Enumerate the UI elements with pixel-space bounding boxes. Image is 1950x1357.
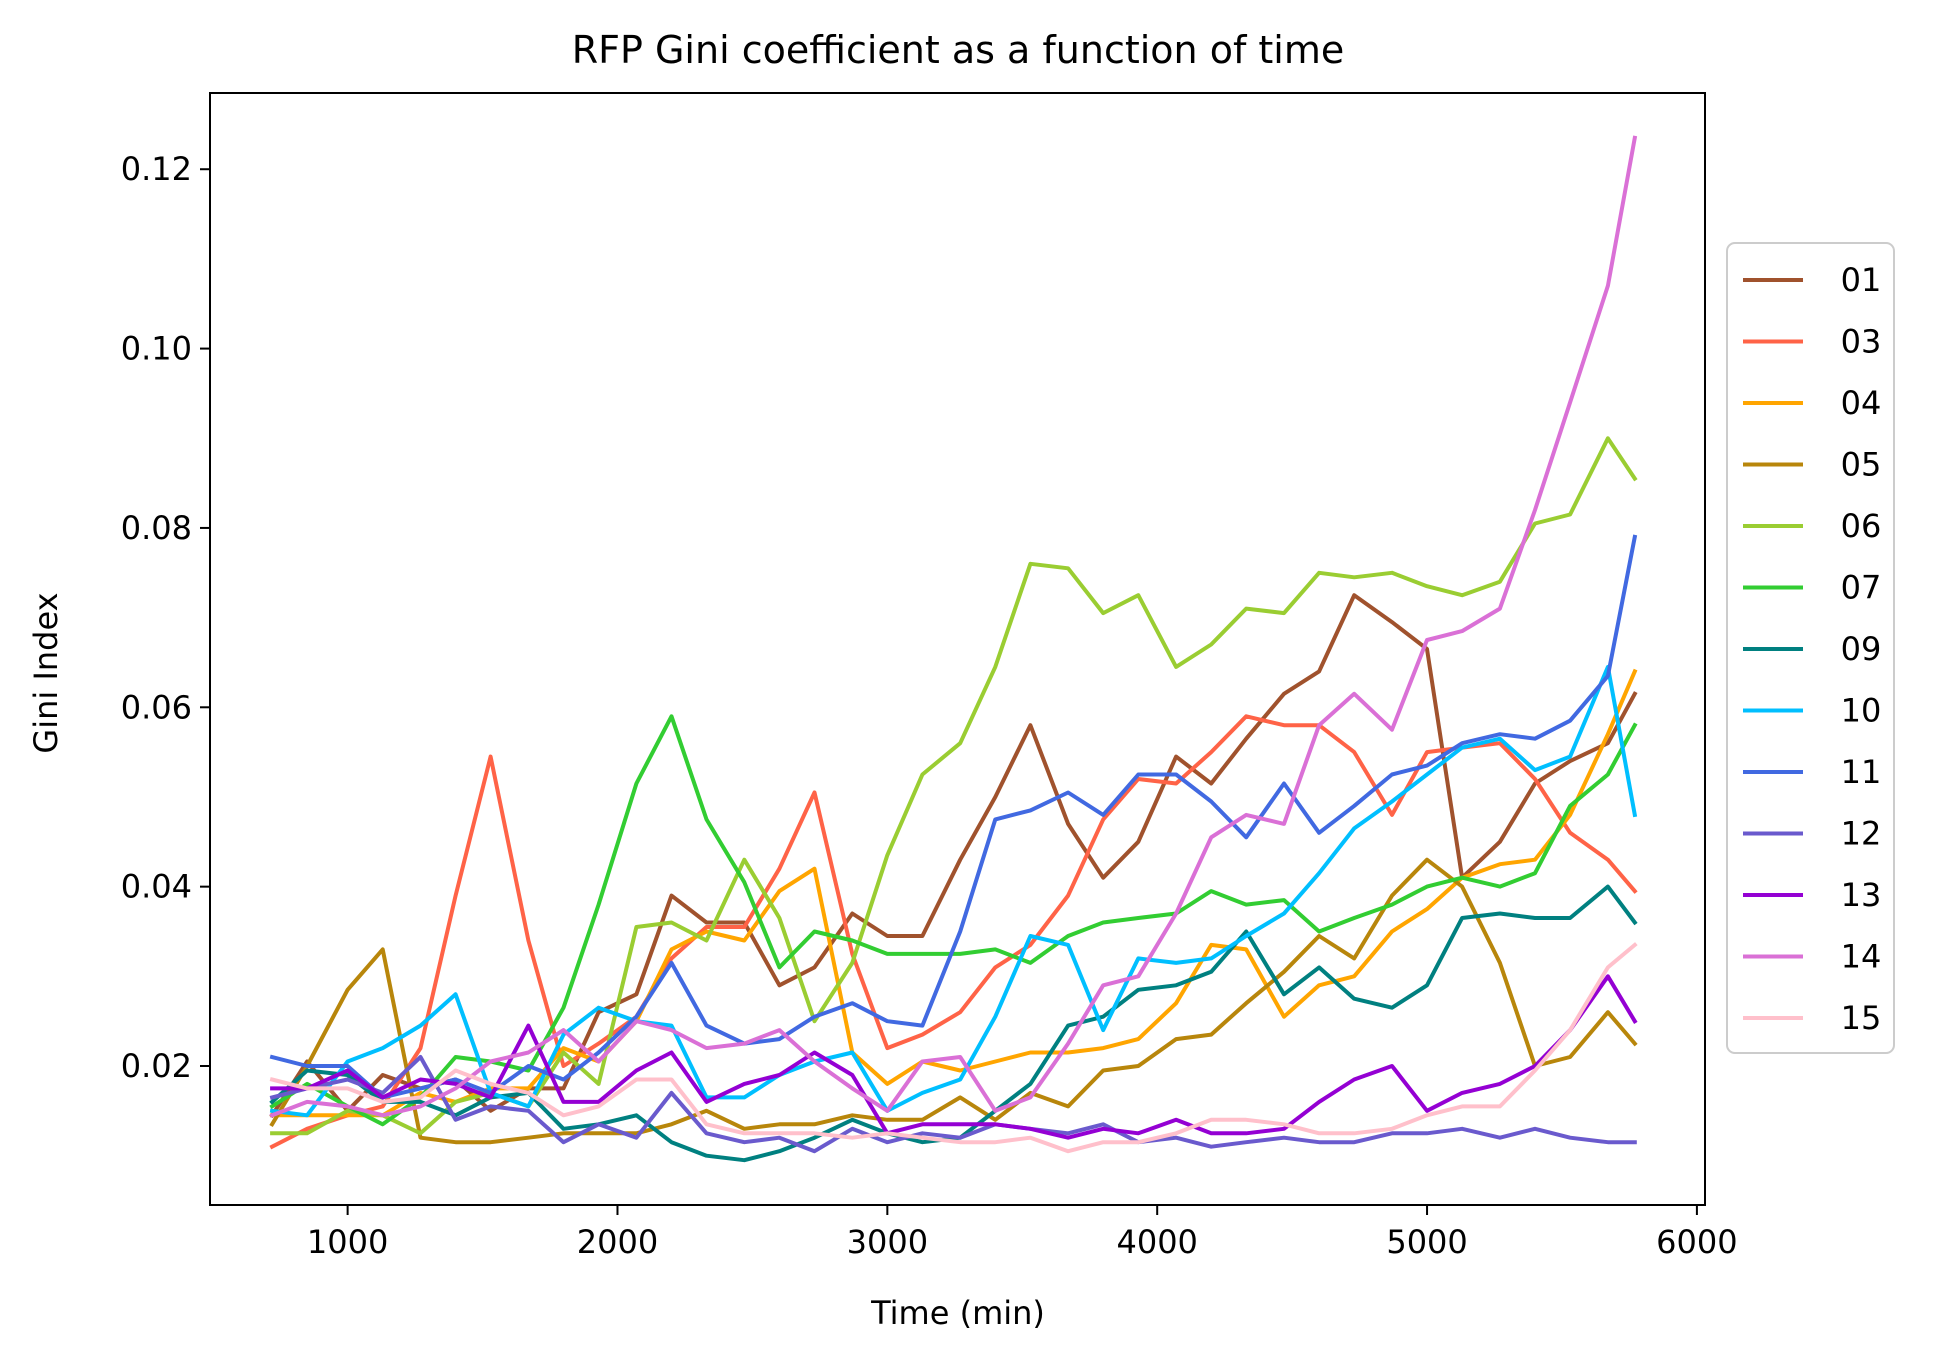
series-line-01 [269,593,1638,1119]
series-line-06 [270,436,1638,1136]
legend-label-04: 04 [1841,384,1882,422]
legend-label-01: 01 [1841,261,1882,299]
legend-frame [1726,242,1895,1054]
legend-label-10: 10 [1841,692,1882,730]
series-line-13 [270,974,1638,1140]
y-axis-label: Gini Index [27,592,65,753]
legend-label-07: 07 [1841,569,1882,607]
legend-label-11: 11 [1841,753,1882,791]
series-line-11 [269,534,1638,1100]
y-tick-label: 0.06 [121,688,192,726]
series-line-12 [269,1055,1637,1154]
y-tick-label: 0.10 [121,330,192,368]
x-tick-label: 2000 [577,1223,658,1261]
legend-label-15: 15 [1841,999,1882,1037]
x-axis-label: Time (min) [870,1294,1045,1332]
x-tick-label: 6000 [1656,1223,1737,1261]
y-tick-label: 0.02 [121,1047,192,1085]
x-axis: 1000 2000 3000 4000 5000 6000 [307,1205,1738,1261]
series-line-15 [269,942,1638,1154]
legend-label-03: 03 [1841,323,1882,361]
legend: 01 03 04 05 06 07 09 10 11 12 13 14 15 [1726,242,1895,1054]
y-axis: 0.02 0.04 0.06 0.08 0.10 0.12 [121,150,210,1085]
plot-frame [209,92,1706,1206]
series-line-07 [269,714,1638,1127]
chart-title: RFP Gini coefficient as a function of ti… [572,28,1345,72]
y-tick-label: 0.12 [121,150,192,188]
series-line-05 [269,857,1638,1145]
legend-label-06: 06 [1841,507,1882,545]
legend-label-13: 13 [1841,876,1882,914]
legend-label-12: 12 [1841,815,1882,853]
legend-label-14: 14 [1841,938,1882,976]
legend-label-09: 09 [1841,630,1882,668]
series-line-09 [269,884,1638,1163]
x-tick-label: 1000 [307,1223,388,1261]
legend-label-05: 05 [1841,446,1882,484]
series-line-03 [269,714,1638,1150]
series-line-10 [269,664,1638,1118]
y-tick-label: 0.08 [121,509,192,547]
x-tick-label: 5000 [1386,1223,1467,1261]
series-line-14 [269,135,1638,1118]
x-tick-label: 4000 [1116,1223,1197,1261]
x-tick-label: 3000 [847,1223,928,1261]
plot-area [269,135,1638,1163]
y-tick-label: 0.04 [121,868,192,906]
